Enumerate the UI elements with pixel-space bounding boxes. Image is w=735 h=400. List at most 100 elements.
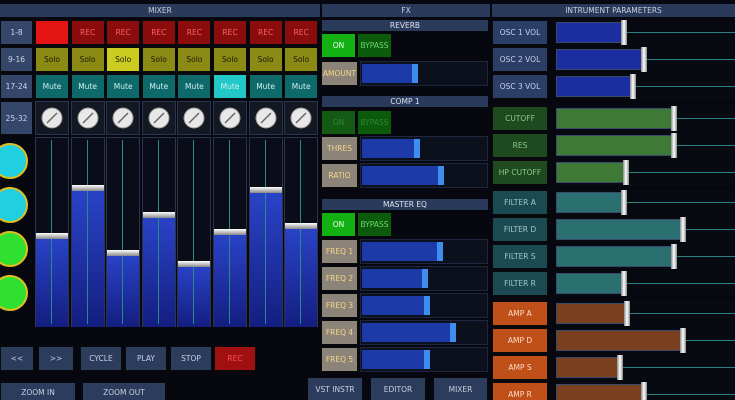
solo-button[interactable]: Solo — [177, 47, 212, 72]
param-button[interactable]: AMP D — [492, 328, 548, 353]
slider-cap[interactable] — [622, 160, 629, 185]
param-button[interactable]: FREQ 3 — [321, 293, 358, 318]
mute-button[interactable]: Mute — [284, 74, 319, 99]
rec-button[interactable]: REC — [141, 20, 176, 45]
param-button[interactable]: RES — [492, 133, 548, 158]
param-button[interactable]: FREQ 2 — [321, 266, 358, 291]
param-button[interactable]: AMP A — [492, 301, 548, 326]
mute-button[interactable]: Mute — [213, 74, 247, 99]
on-button[interactable]: ON — [321, 212, 356, 237]
rec-button[interactable]: REC — [177, 20, 212, 45]
slider-cap[interactable] — [414, 139, 421, 158]
param-button[interactable]: FREQ 4 — [321, 320, 358, 345]
pan-knob[interactable] — [285, 102, 317, 134]
param-button[interactable]: CUTOFF — [492, 106, 548, 131]
mute-button[interactable]: Mute — [141, 74, 176, 99]
fader-handle[interactable] — [107, 249, 140, 256]
slider-cap[interactable] — [640, 382, 647, 400]
param-button[interactable]: THRES — [321, 136, 358, 161]
transport-button[interactable]: << — [0, 346, 34, 371]
mute-button[interactable]: Mute — [177, 74, 212, 99]
mute-button[interactable]: Mute — [35, 74, 69, 99]
on-button[interactable]: ON — [321, 33, 356, 58]
slider-cap[interactable] — [620, 20, 627, 45]
rec-button[interactable] — [35, 20, 69, 45]
pan-knob[interactable] — [107, 102, 139, 134]
param-button[interactable]: OSC 3 VOL — [492, 74, 548, 99]
pan-knob[interactable] — [36, 102, 68, 134]
slider-cap[interactable] — [421, 269, 428, 288]
slider-cap[interactable] — [679, 328, 686, 353]
pan-knob[interactable] — [250, 102, 282, 134]
bank-button[interactable]: 9-16 — [0, 47, 33, 72]
mute-button[interactable]: Mute — [248, 74, 283, 99]
slider-cap[interactable] — [620, 271, 627, 296]
slider-cap[interactable] — [670, 244, 677, 269]
solo-button[interactable]: Solo — [284, 47, 319, 72]
solo-button[interactable]: Solo — [141, 47, 176, 72]
fader-handle[interactable] — [36, 232, 68, 239]
slider-cap[interactable] — [424, 296, 431, 315]
param-button[interactable]: FREQ 1 — [321, 239, 358, 264]
slider-cap[interactable] — [436, 242, 443, 261]
slider-cap[interactable] — [617, 355, 624, 380]
nav-button[interactable]: EDITOR — [370, 377, 426, 400]
fader-handle[interactable] — [249, 187, 282, 194]
slider-cap[interactable] — [670, 106, 677, 131]
fader-handle[interactable] — [178, 261, 211, 268]
slider-cap[interactable] — [411, 64, 418, 83]
param-button[interactable]: AMP S — [492, 355, 548, 380]
slider-cap[interactable] — [424, 350, 431, 369]
slider-cap[interactable] — [437, 166, 444, 185]
fader-handle[interactable] — [285, 223, 318, 230]
param-button[interactable]: OSC 1 VOL — [492, 20, 548, 45]
pan-knob[interactable] — [178, 102, 210, 134]
solo-button[interactable]: Solo — [213, 47, 247, 72]
rec-button[interactable]: REC — [248, 20, 283, 45]
slider-cap[interactable] — [670, 133, 677, 158]
solo-button[interactable]: Solo — [248, 47, 283, 72]
slider-cap[interactable] — [450, 323, 457, 342]
param-button[interactable]: RATIO — [321, 163, 358, 188]
pan-knob[interactable] — [72, 102, 104, 134]
transport-button[interactable]: >> — [38, 346, 74, 371]
rec-button[interactable]: REC — [284, 20, 319, 45]
solo-button[interactable]: Solo — [35, 47, 69, 72]
slider-cap[interactable] — [629, 74, 636, 99]
transport-button[interactable]: REC — [214, 346, 256, 371]
slider-cap[interactable] — [640, 47, 647, 72]
bypass-button[interactable]: BYPASS — [357, 33, 392, 58]
param-button[interactable]: FILTER R — [492, 271, 548, 296]
zoom-button[interactable]: ZOOM IN — [0, 382, 76, 400]
nav-button[interactable]: VST INSTR — [307, 377, 363, 400]
zoom-button[interactable]: ZOOM OUT — [82, 382, 166, 400]
bank-button[interactable]: 25-32 — [0, 101, 33, 135]
bypass-button[interactable]: BYPASS — [357, 212, 392, 237]
rec-button[interactable]: REC — [70, 20, 105, 45]
rec-button[interactable]: REC — [213, 20, 247, 45]
solo-button[interactable]: Solo — [106, 47, 141, 72]
bank-button[interactable]: 17-24 — [0, 74, 33, 99]
param-button[interactable]: FILTER D — [492, 217, 548, 242]
transport-button[interactable]: PLAY — [125, 346, 167, 371]
fader-handle[interactable] — [142, 211, 175, 218]
param-button[interactable]: AMOUNT — [321, 61, 358, 86]
solo-button[interactable]: Solo — [70, 47, 105, 72]
rec-button[interactable]: REC — [106, 20, 141, 45]
slider-cap[interactable] — [624, 301, 631, 326]
transport-button[interactable]: CYCLE — [80, 346, 122, 371]
param-button[interactable]: OSC 2 VOL — [492, 47, 548, 72]
on-button[interactable]: ON — [321, 110, 356, 135]
pan-knob[interactable] — [214, 102, 246, 134]
fader-handle[interactable] — [71, 185, 104, 192]
nav-button[interactable]: MIXER — [433, 377, 488, 400]
param-button[interactable]: FILTER A — [492, 190, 548, 215]
mute-button[interactable]: Mute — [70, 74, 105, 99]
param-button[interactable]: AMP R — [492, 382, 548, 400]
param-button[interactable]: HP CUTOFF — [492, 160, 548, 185]
bypass-button[interactable]: BYPASS — [357, 110, 392, 135]
param-button[interactable]: FILTER S — [492, 244, 548, 269]
transport-button[interactable]: STOP — [170, 346, 212, 371]
slider-cap[interactable] — [679, 217, 686, 242]
slider-cap[interactable] — [620, 190, 627, 215]
